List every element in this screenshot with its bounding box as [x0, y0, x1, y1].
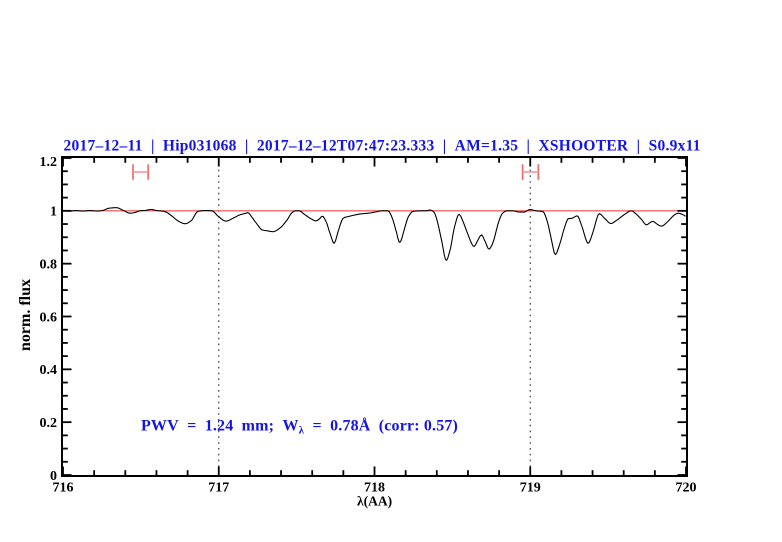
svg-text:1: 1 — [50, 205, 57, 220]
svg-text:719: 719 — [520, 481, 541, 496]
svg-text:716: 716 — [53, 481, 74, 496]
svg-text:2017–12–11 | Hip031068 | 2: 2017–12–11 | Hip031068 | 2017–12–12T07:4… — [64, 138, 701, 155]
svg-text:720: 720 — [676, 481, 697, 496]
svg-text:0.4: 0.4 — [40, 363, 58, 378]
svg-text:0.8: 0.8 — [40, 258, 58, 273]
svg-text:0: 0 — [50, 469, 57, 484]
svg-text:PWV = 1.24 mm; Wλ = 0.78: PWV = 1.24 mm; Wλ = 0.78Å (corr: 0.57) — [141, 417, 458, 437]
svg-text:norm. flux: norm. flux — [17, 279, 34, 351]
svg-text:717: 717 — [208, 481, 229, 496]
svg-text:0.6: 0.6 — [40, 310, 58, 325]
svg-text:0.2: 0.2 — [40, 416, 58, 431]
svg-text:λ(AA): λ(AA) — [357, 494, 392, 509]
svg-text:1.2: 1.2 — [40, 155, 58, 170]
svg-text:718: 718 — [364, 481, 385, 496]
